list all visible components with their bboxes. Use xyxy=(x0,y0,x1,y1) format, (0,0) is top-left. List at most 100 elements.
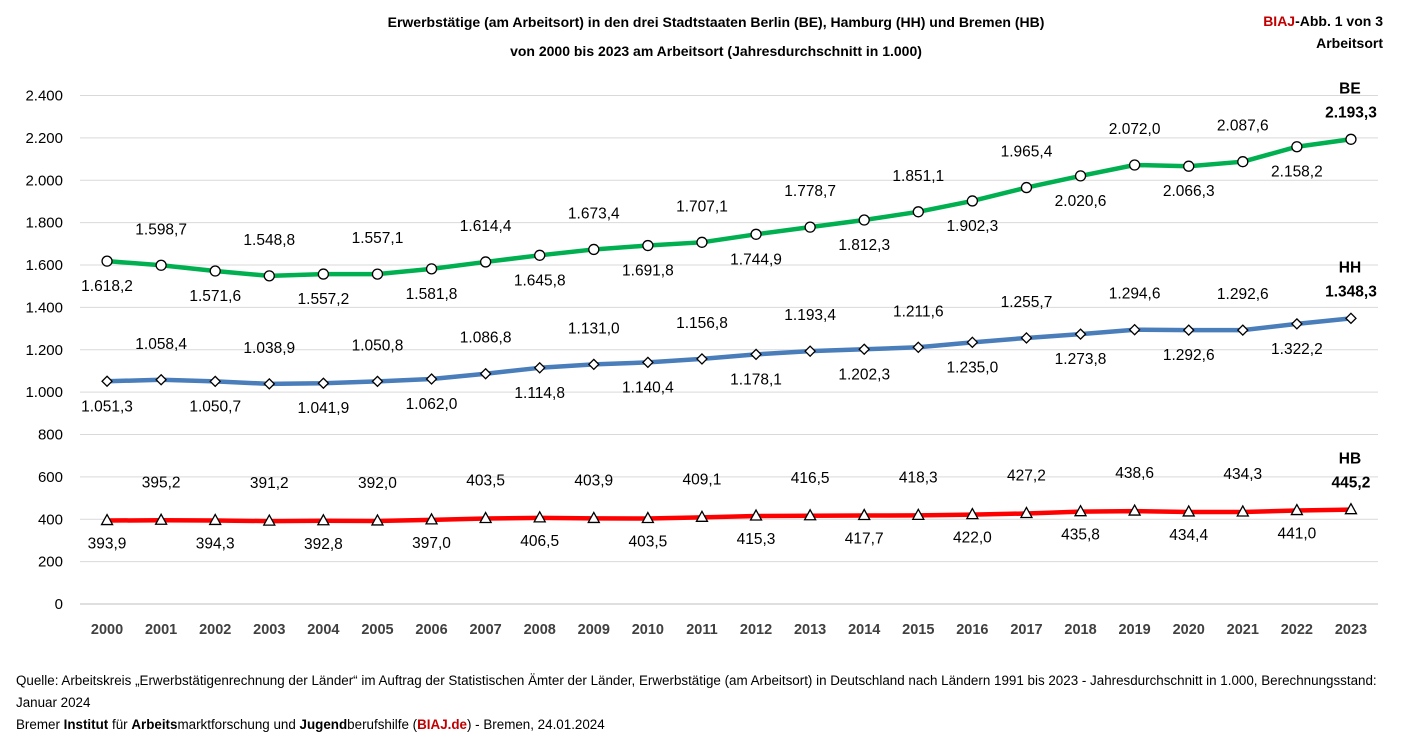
data-point xyxy=(803,508,817,521)
data-point xyxy=(804,345,817,358)
x-tick-label: 2020 xyxy=(1173,622,1205,638)
x-tick-label: 2021 xyxy=(1227,622,1259,638)
x-tick-label: 2019 xyxy=(1118,622,1150,638)
data-point xyxy=(1074,328,1087,341)
publisher-text: marktforschung und xyxy=(177,717,300,732)
data-label: 1.114,8 xyxy=(514,385,565,402)
badge-brand: BIAJ xyxy=(1263,13,1296,29)
y-tick-label: 2.000 xyxy=(25,172,63,189)
data-point xyxy=(425,373,438,385)
publisher-text: Bremer xyxy=(16,717,64,732)
y-tick-label: 1.200 xyxy=(25,342,63,359)
series-name-label: HH xyxy=(1339,259,1361,276)
data-label: 403,5 xyxy=(466,473,505,490)
publisher-text: für xyxy=(108,717,132,732)
data-point xyxy=(695,509,709,522)
source-note: Quelle: Arbeitskreis „Erwerbstätigenrech… xyxy=(16,673,1377,710)
data-point xyxy=(858,214,870,226)
data-label: 1.050,8 xyxy=(352,337,404,354)
data-label: 1.557,1 xyxy=(352,230,404,247)
data-label: 1.041,9 xyxy=(298,400,350,417)
data-label: 2.072,0 xyxy=(1109,121,1161,138)
publisher-bold: Institut xyxy=(63,717,109,732)
data-label: 2.066,3 xyxy=(1163,183,1215,200)
data-label: 2.193,3 xyxy=(1325,104,1377,121)
data-label: 2.087,6 xyxy=(1217,118,1269,135)
data-label: 2.020,6 xyxy=(1055,193,1107,210)
x-tick-label: 2000 xyxy=(91,622,123,638)
series-line-hh xyxy=(104,316,1354,387)
data-label: 1.062,0 xyxy=(406,396,458,413)
data-point xyxy=(1182,324,1195,337)
x-tick-label: 2001 xyxy=(145,622,177,638)
data-point xyxy=(587,358,600,371)
data-point xyxy=(804,221,816,233)
figure-badge: BIAJ-Abb. 1 von 3 Arbeitsort xyxy=(1263,10,1383,54)
x-tick-label: 2010 xyxy=(632,622,664,638)
data-point xyxy=(1182,504,1196,517)
data-label: 438,6 xyxy=(1115,465,1154,482)
data-point xyxy=(750,228,762,240)
data-label: 392,8 xyxy=(304,536,343,553)
data-label: 403,5 xyxy=(628,534,667,551)
x-tick-label: 2006 xyxy=(415,622,447,638)
data-point xyxy=(533,510,547,523)
data-label: 406,5 xyxy=(520,533,559,550)
data-label: 1.348,3 xyxy=(1325,283,1377,300)
data-point xyxy=(1128,503,1142,516)
y-tick-label: 200 xyxy=(38,554,63,571)
data-point xyxy=(857,508,871,521)
data-point xyxy=(154,512,168,525)
data-label: 1.211,6 xyxy=(893,303,944,320)
x-tick-label: 2004 xyxy=(307,622,339,638)
data-label: 1.292,6 xyxy=(1163,347,1215,364)
data-label: 1.902,3 xyxy=(947,218,999,235)
data-point xyxy=(1236,324,1249,337)
data-label: 441,0 xyxy=(1277,526,1316,543)
data-label: 422,0 xyxy=(953,530,992,547)
y-tick-label: 0 xyxy=(55,596,63,613)
data-point xyxy=(1019,506,1034,519)
publisher-bold: Arbeits xyxy=(131,717,178,732)
x-tick-label: 2011 xyxy=(686,622,717,638)
data-label: 1.292,6 xyxy=(1217,286,1269,303)
y-tick-label: 1.000 xyxy=(25,384,63,401)
data-point xyxy=(316,513,330,526)
data-label: 418,3 xyxy=(899,469,938,486)
x-tick-label: 2009 xyxy=(578,622,610,638)
data-point xyxy=(641,511,655,524)
publisher-link[interactable]: BIAJ.de xyxy=(417,717,467,732)
data-point xyxy=(100,513,114,526)
data-point xyxy=(101,255,113,267)
data-point xyxy=(1236,504,1250,517)
data-point xyxy=(1291,141,1303,153)
data-point xyxy=(912,206,924,218)
data-label: 1.235,0 xyxy=(947,359,999,376)
data-label: 1.131,0 xyxy=(568,320,620,337)
data-label: 1.691,8 xyxy=(622,263,674,280)
data-point xyxy=(1290,317,1303,330)
publisher-text: ) - Bremen, 24.01.2024 xyxy=(467,717,605,732)
series-hb: 393,9 395,2 394,3 391,2 392,8 392,0 397,0 403,5… xyxy=(88,451,1371,553)
chart-title-line1: Erwerbstätige (am Arbeitsort) in den dre… xyxy=(388,14,1045,30)
data-point xyxy=(1344,502,1358,515)
data-label: 1.255,7 xyxy=(1001,294,1053,311)
data-label: 1.050,7 xyxy=(189,398,241,415)
data-point xyxy=(1237,156,1249,168)
data-point xyxy=(641,356,654,369)
data-label: 1.645,8 xyxy=(514,272,566,289)
data-label: 1.571,6 xyxy=(189,288,241,305)
data-point xyxy=(1183,160,1195,172)
data-label: 397,0 xyxy=(412,535,451,552)
data-point xyxy=(965,507,979,520)
x-tick-label: 2012 xyxy=(740,622,772,638)
badge-subtitle: Arbeitsort xyxy=(1316,35,1383,51)
data-point xyxy=(1128,159,1141,171)
data-point xyxy=(263,377,276,390)
data-label: 1.273,8 xyxy=(1055,351,1107,368)
data-point xyxy=(479,256,492,268)
data-label: 1.294,6 xyxy=(1109,286,1161,303)
data-label: 1.965,4 xyxy=(1001,144,1053,161)
data-label: 1.673,4 xyxy=(568,205,620,222)
